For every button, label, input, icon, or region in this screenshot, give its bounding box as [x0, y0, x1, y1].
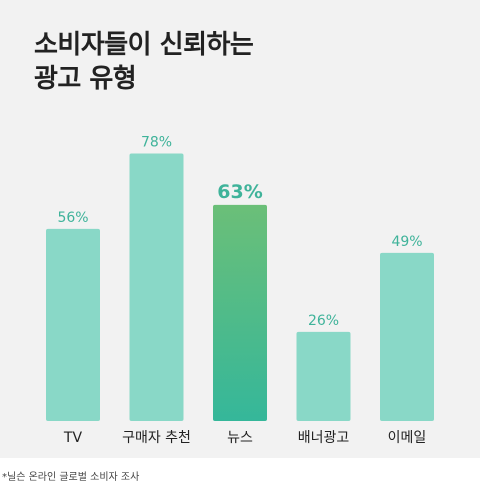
bar-0: [46, 228, 100, 421]
bar-1: [129, 153, 184, 421]
value-label-0: 56%: [57, 210, 88, 226]
category-label-2: 뉴스: [227, 430, 253, 446]
value-label-3: 26%: [308, 313, 339, 329]
value-label-1: 78%: [141, 134, 172, 150]
bar-chart: 56% TV 78% 구매자 추천 63% 뉴스 26% 배너광고 49% 이메일: [46, 134, 434, 446]
value-label-2: 63%: [217, 181, 262, 203]
chart-card: 소비자들이 신뢰하는 광고 유형 56% TV 78% 구매자 추천 63% 뉴스 26% 배…: [0, 0, 480, 458]
category-label-0: TV: [63, 430, 83, 446]
bar-2: [213, 204, 267, 421]
source-footnote: *닐슨 온라인 글로벌 소비자 조사: [2, 472, 140, 483]
category-label-4: 이메일: [388, 430, 427, 446]
chart-title: 소비자들이 신뢰하는 광고 유형: [34, 28, 254, 96]
bar-3: [296, 331, 351, 421]
title-line-1: 소비자들이 신뢰하는: [34, 30, 254, 60]
category-label-3: 배너광고: [298, 430, 350, 446]
value-label-4: 49%: [391, 234, 422, 250]
bar-4: [380, 252, 434, 421]
category-label-1: 구매자 추천: [122, 430, 191, 446]
title-line-2: 광고 유형: [34, 64, 137, 94]
